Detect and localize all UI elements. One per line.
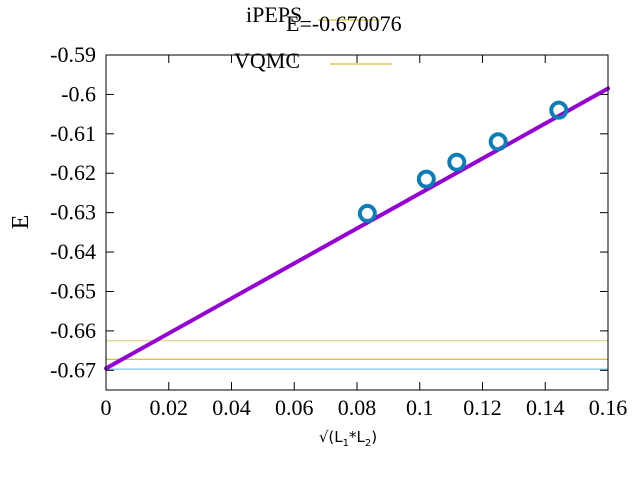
x-tick-label: 0.06 — [275, 395, 314, 420]
x-axis-label-suffix: ) — [371, 428, 377, 446]
y-axis-label: E — [8, 215, 34, 230]
x-tick-label: 0.08 — [338, 395, 377, 420]
x-tick-label: 0.04 — [212, 395, 251, 420]
x-tick-label: 0.12 — [463, 395, 502, 420]
y-tick-label: -0.67 — [50, 357, 96, 382]
x-tick-label: 0.14 — [526, 395, 565, 420]
x-axis-label-mid: *L — [349, 428, 366, 446]
data-point — [488, 132, 508, 152]
y-tick-label: -0.61 — [50, 121, 96, 146]
x-axis-label-prefix: √(L — [319, 428, 343, 446]
fit-line-group — [104, 86, 610, 371]
data-point — [447, 152, 467, 172]
x-tick-label: 0.16 — [589, 395, 628, 420]
x-axis-label-sub1: 1 — [343, 438, 349, 449]
data-points — [357, 100, 569, 223]
x-tick-label: 0 — [101, 395, 112, 420]
legend-label-1: iPEPS — [246, 2, 302, 27]
y-tick-label: -0.65 — [50, 278, 96, 303]
x-axis-label-sub2: 2 — [365, 438, 371, 449]
y-axis-ticks: -0.67 -0.66 -0.65 -0.64 -0.63 -0.62 -0.61 -0.6 -… — [50, 42, 608, 382]
data-point — [416, 169, 436, 189]
plot-border — [105, 54, 609, 391]
legend-label-2: E=-0.670076 — [286, 11, 402, 36]
reference-lines — [106, 340, 608, 370]
y-tick-label: -0.64 — [50, 239, 96, 264]
data-point — [549, 100, 569, 120]
x-axis-label: √(L1*L2) — [319, 428, 377, 449]
data-point — [357, 203, 377, 223]
fit-line — [104, 86, 610, 371]
y-tick-label: -0.62 — [50, 160, 96, 185]
plot-frame — [105, 54, 609, 391]
x-tick-label: 0.1 — [406, 395, 434, 420]
y-tick-label: -0.6 — [61, 81, 96, 106]
y-tick-label: -0.66 — [50, 318, 96, 343]
y-tick-label: -0.63 — [50, 200, 96, 225]
y-tick-label: -0.59 — [50, 42, 96, 67]
x-tick-label: 0.02 — [150, 395, 189, 420]
x-axis-ticks: 0 0.02 0.04 0.06 0.08 0.1 0.12 0.14 0.16 — [101, 55, 628, 420]
legend-label-3: VQMC — [234, 48, 300, 73]
